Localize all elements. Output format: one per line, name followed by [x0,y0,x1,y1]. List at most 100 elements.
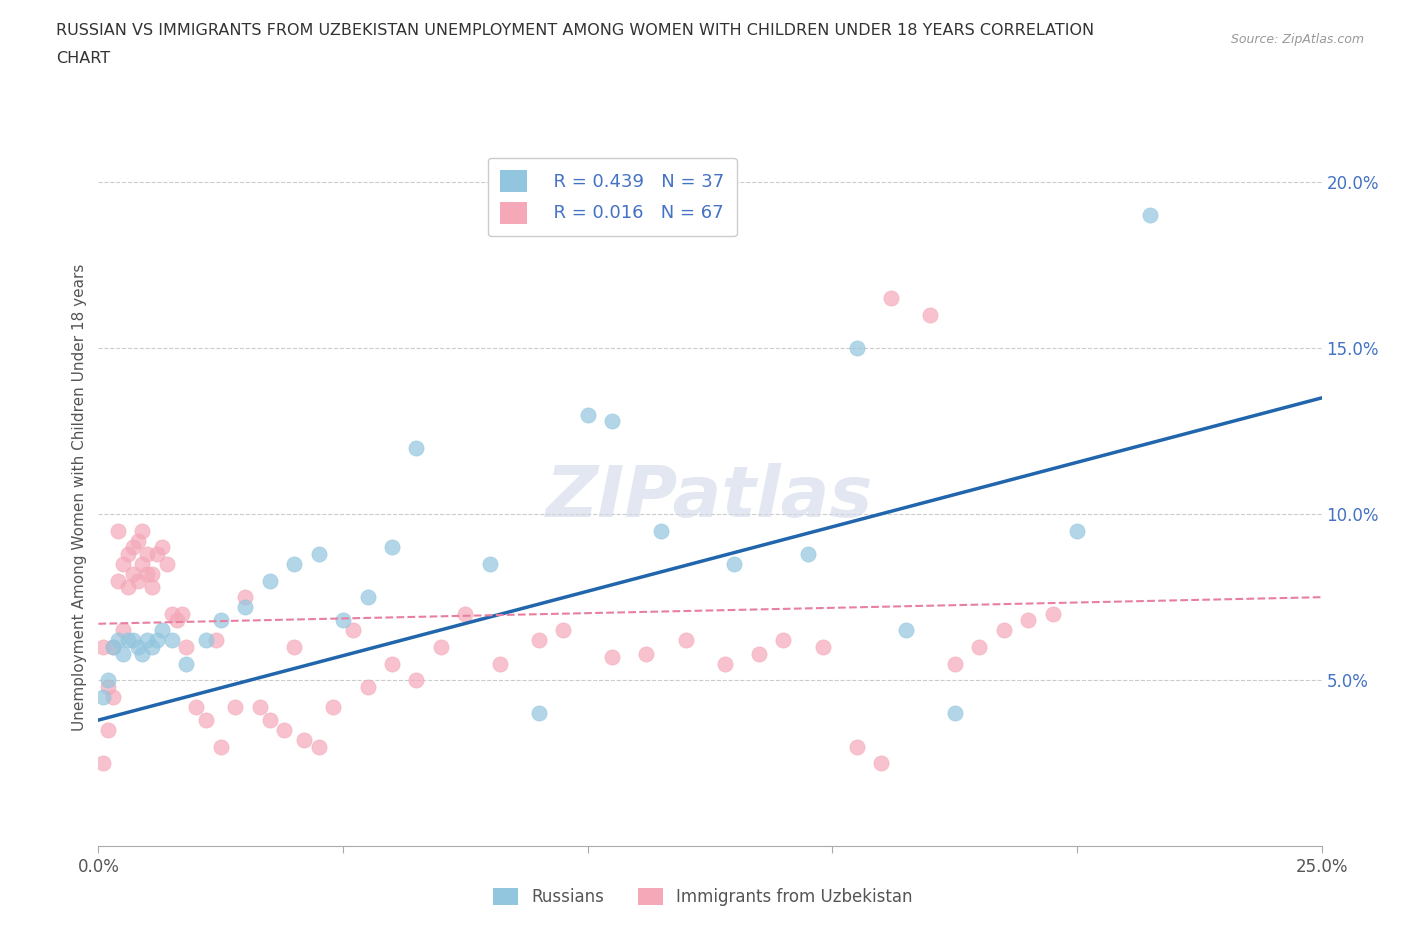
Point [186,699,208,714]
Text: RUSSIAN VS IMMIGRANTS FROM UZBEKISTAN UNEMPLOYMENT AMONG WOMEN WITH CHILDREN UND: RUSSIAN VS IMMIGRANTS FROM UZBEKISTAN UN… [56,23,1094,38]
Point [141,579,163,594]
Point [249,699,271,714]
Point [136,566,159,581]
Point [91,640,114,655]
Point [772,633,794,648]
Point [259,712,281,727]
Point [156,556,179,571]
Point [101,640,124,655]
Point [209,739,232,754]
Point [195,633,218,648]
Point [233,590,256,604]
Point [97,672,120,687]
Point [650,524,672,538]
Point [176,640,198,655]
Point [117,633,139,648]
Point [381,657,404,671]
Point [894,623,917,638]
Point [127,533,149,548]
Point [748,646,770,661]
Point [205,633,228,648]
Point [141,640,163,655]
Point [259,573,281,588]
Point [943,706,966,721]
Point [880,291,903,306]
Point [283,556,305,571]
Point [146,547,169,562]
Point [136,633,159,648]
Point [101,689,124,704]
Point [488,657,510,671]
Point [111,623,134,638]
Point [553,623,575,638]
Point [160,606,183,621]
Point [127,573,149,588]
Point [111,646,134,661]
Point [233,600,256,615]
Point [1042,606,1064,621]
Point [967,640,990,655]
Point [811,640,834,655]
Point [356,590,378,604]
Point [121,540,143,555]
Point [121,633,143,648]
Point [332,613,354,628]
Point [1066,524,1088,538]
Point [176,657,198,671]
Point [600,649,623,664]
Point [845,739,868,754]
Point [131,556,153,571]
Point [111,556,134,571]
Point [723,556,745,571]
Point [797,547,820,562]
Point [121,566,143,581]
Point [454,606,477,621]
Point [117,547,139,562]
Point [845,340,868,355]
Point [600,414,623,429]
Point [117,579,139,594]
Point [356,680,378,695]
Point [97,723,120,737]
Point [527,633,550,648]
Point [713,657,735,671]
Point [1017,613,1039,628]
Point [101,640,124,655]
Text: CHART: CHART [56,51,110,66]
Point [127,640,149,655]
Point [993,623,1015,638]
Point [405,440,427,455]
Point [943,657,966,671]
Point [308,547,330,562]
Point [675,633,697,648]
Point [107,573,129,588]
Point [405,672,427,687]
Text: Source: ZipAtlas.com: Source: ZipAtlas.com [1230,33,1364,46]
Point [91,756,114,771]
Point [146,633,169,648]
Legend: Russians, Immigrants from Uzbekistan: Russians, Immigrants from Uzbekistan [486,881,920,912]
Point [342,623,364,638]
Point [97,680,120,695]
Point [273,723,295,737]
Point [870,756,893,771]
Point [636,646,658,661]
Point [107,633,129,648]
Point [131,524,153,538]
Text: ZIPatlas: ZIPatlas [547,463,873,532]
Y-axis label: Unemployment Among Women with Children Under 18 years: Unemployment Among Women with Children U… [72,264,87,731]
Point [283,640,305,655]
Point [141,566,163,581]
Point [160,633,183,648]
Point [150,540,173,555]
Point [224,699,246,714]
Point [576,407,599,422]
Point [131,646,153,661]
Point [527,706,550,721]
Point [430,640,453,655]
Point [170,606,193,621]
Point [308,739,330,754]
Point [107,524,129,538]
Point [292,733,315,748]
Point [478,556,501,571]
